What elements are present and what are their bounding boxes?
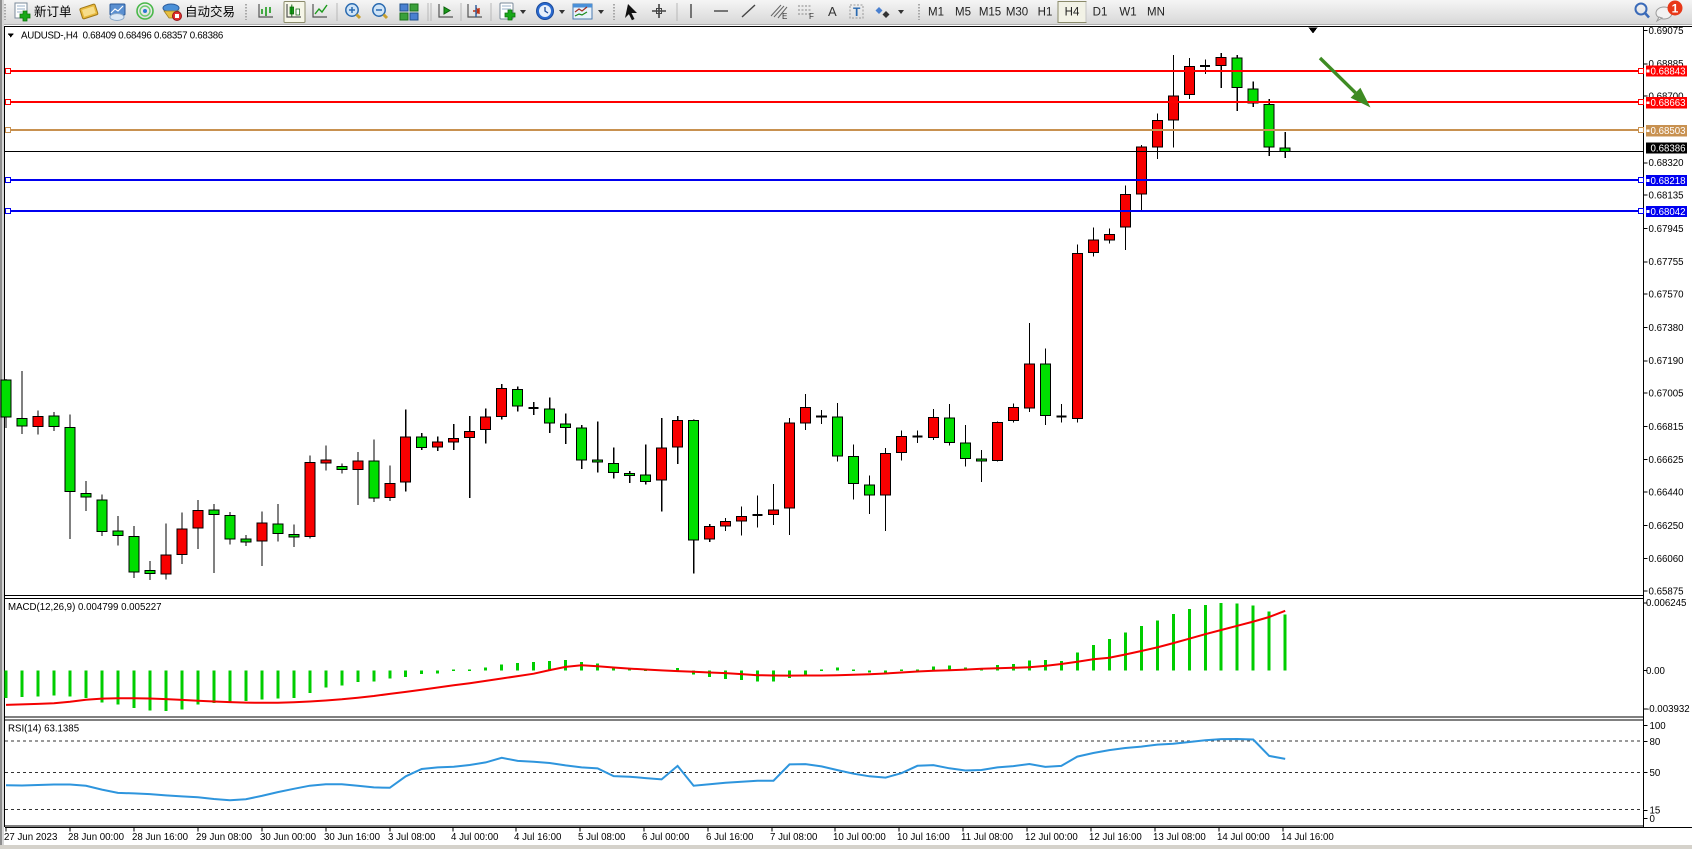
svg-text:28 Jun 16:00: 28 Jun 16:00 — [132, 832, 189, 843]
svg-text:100: 100 — [1650, 721, 1667, 732]
svg-text:W1: W1 — [1119, 7, 1136, 19]
svg-text:H4: H4 — [1065, 7, 1080, 19]
svg-text:0.68320: 0.68320 — [1649, 158, 1685, 169]
svg-text:1: 1 — [1672, 2, 1679, 16]
svg-text:0.68135: 0.68135 — [1649, 191, 1684, 202]
svg-text:0.68386: 0.68386 — [1651, 143, 1686, 154]
svg-text:10 Jul 16:00: 10 Jul 16:00 — [897, 832, 950, 843]
svg-text:0.67755: 0.67755 — [1649, 257, 1684, 268]
svg-text:RSI(14) 63.1385: RSI(14) 63.1385 — [8, 724, 79, 735]
svg-text:T: T — [853, 5, 861, 19]
svg-text:0.68885: 0.68885 — [1649, 59, 1684, 70]
svg-text:0.66625: 0.66625 — [1649, 455, 1684, 466]
svg-text:0.00: 0.00 — [1646, 666, 1665, 677]
svg-text:0.67570: 0.67570 — [1649, 290, 1685, 301]
svg-text:0.65875: 0.65875 — [1649, 587, 1684, 598]
svg-text:F: F — [809, 12, 814, 21]
svg-text:M30: M30 — [1006, 7, 1028, 19]
svg-text:28 Jun 00:00: 28 Jun 00:00 — [68, 832, 125, 843]
svg-text:M1: M1 — [928, 7, 944, 19]
svg-text:6 Jul 16:00: 6 Jul 16:00 — [706, 832, 754, 843]
svg-text:30 Jun 00:00: 30 Jun 00:00 — [260, 832, 317, 843]
svg-text:50: 50 — [1650, 768, 1661, 779]
svg-text:0.67380: 0.67380 — [1649, 323, 1685, 334]
svg-text:H1: H1 — [1038, 7, 1053, 19]
svg-text:5 Jul 08:00: 5 Jul 08:00 — [578, 832, 626, 843]
svg-text:E: E — [782, 12, 787, 21]
svg-text:10 Jul 00:00: 10 Jul 00:00 — [833, 832, 886, 843]
svg-text:0.68042: 0.68042 — [1651, 207, 1686, 218]
svg-text:80: 80 — [1650, 737, 1661, 748]
svg-text:-0.003932: -0.003932 — [1646, 704, 1690, 715]
svg-text:D1: D1 — [1093, 7, 1108, 19]
svg-text:27 Jun 2023: 27 Jun 2023 — [4, 832, 57, 843]
svg-text:0.67945: 0.67945 — [1649, 224, 1684, 235]
svg-text:M5: M5 — [955, 7, 971, 19]
svg-text:A: A — [828, 4, 837, 19]
svg-text:0.68663: 0.68663 — [1651, 98, 1686, 109]
svg-text:14 Jul 00:00: 14 Jul 00:00 — [1217, 832, 1270, 843]
svg-text:MN: MN — [1147, 7, 1165, 19]
svg-text:4 Jul 16:00: 4 Jul 16:00 — [514, 832, 562, 843]
svg-text:0: 0 — [1650, 814, 1656, 825]
svg-text:M15: M15 — [979, 7, 1001, 19]
svg-text:0.69075: 0.69075 — [1649, 26, 1684, 37]
svg-text:3 Jul 08:00: 3 Jul 08:00 — [388, 832, 436, 843]
svg-text:自动交易: 自动交易 — [185, 4, 235, 19]
svg-text:0.67005: 0.67005 — [1649, 389, 1684, 400]
svg-text:6 Jul 00:00: 6 Jul 00:00 — [642, 832, 690, 843]
svg-text:0.66060: 0.66060 — [1649, 554, 1685, 565]
svg-text:0.66250: 0.66250 — [1649, 521, 1685, 532]
svg-text:0.68218: 0.68218 — [1651, 176, 1686, 187]
svg-text:0.68843: 0.68843 — [1651, 67, 1686, 78]
svg-text:MACD(12,26,9) 0.004799 0.00522: MACD(12,26,9) 0.004799 0.005227 — [8, 602, 162, 613]
svg-text:AUDUSD-,H4 0.68409 0.68496 0.: AUDUSD-,H4 0.68409 0.68496 0.68357 0.683… — [21, 31, 223, 42]
svg-text:30 Jun 16:00: 30 Jun 16:00 — [324, 832, 381, 843]
svg-text:12 Jul 00:00: 12 Jul 00:00 — [1025, 832, 1078, 843]
svg-text:29 Jun 08:00: 29 Jun 08:00 — [196, 832, 253, 843]
svg-text:0.67190: 0.67190 — [1649, 356, 1685, 367]
svg-text:0.66440: 0.66440 — [1649, 488, 1685, 499]
svg-text:新订单: 新订单 — [34, 4, 72, 19]
svg-text:4 Jul 00:00: 4 Jul 00:00 — [451, 832, 499, 843]
svg-text:0.006245: 0.006245 — [1646, 598, 1686, 609]
svg-text:0.66815: 0.66815 — [1649, 422, 1684, 433]
svg-text:15: 15 — [1650, 806, 1661, 817]
svg-text:11 Jul 08:00: 11 Jul 08:00 — [961, 832, 1014, 843]
svg-text:14 Jul 16:00: 14 Jul 16:00 — [1281, 832, 1334, 843]
svg-text:12 Jul 16:00: 12 Jul 16:00 — [1089, 832, 1142, 843]
svg-text:7 Jul 08:00: 7 Jul 08:00 — [770, 832, 818, 843]
svg-text:13 Jul 08:00: 13 Jul 08:00 — [1153, 832, 1206, 843]
svg-text:0.68503: 0.68503 — [1651, 126, 1686, 137]
